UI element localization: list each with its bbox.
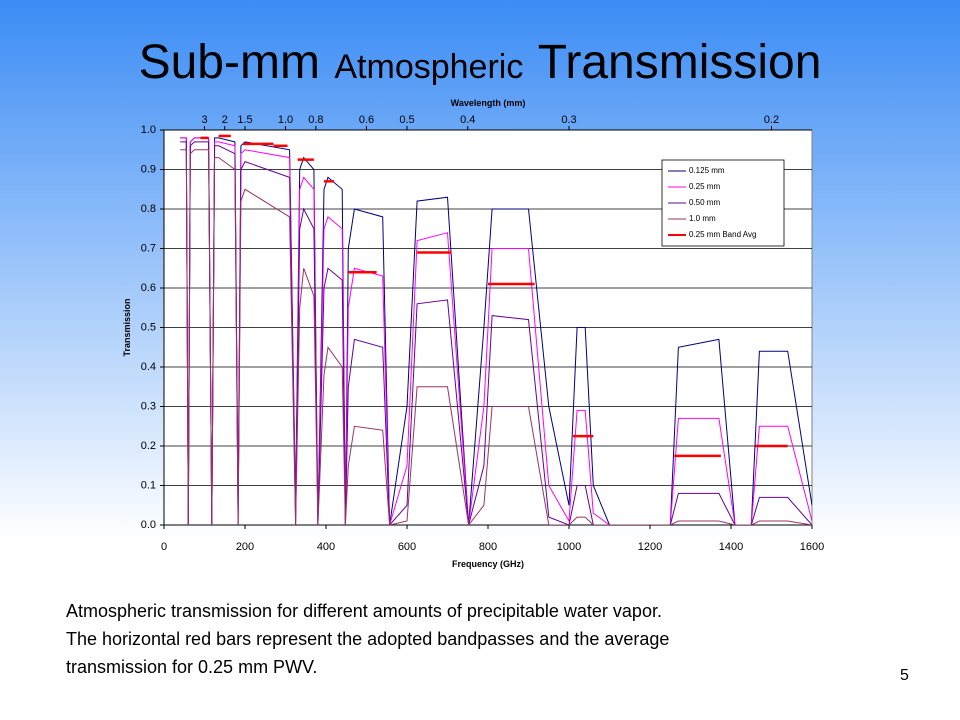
title-part: Atmospheric (334, 48, 523, 86)
x-axis-label: Frequency (GHz) (452, 559, 524, 569)
x2-tick-label: 2 (222, 114, 228, 126)
legend-label: 0.50 mm (689, 198, 720, 207)
y-axis-label: Transmission (122, 298, 132, 356)
y-tick-label: 0.2 (141, 440, 156, 452)
x-tick-label: 600 (398, 541, 416, 553)
y-tick-label: 0.0 (141, 519, 156, 531)
x2-tick-label: 0.2 (764, 114, 779, 126)
x2-tick-label: 1.0 (278, 114, 293, 126)
x2-tick-label: 1.5 (237, 114, 252, 126)
x-tick-label: 0 (161, 541, 167, 553)
x-tick-label: 800 (479, 541, 497, 553)
series-line (180, 137, 812, 525)
x2-tick-label: 0.8 (308, 114, 323, 126)
y-tick-label: 0.6 (141, 282, 156, 294)
x-tick-label: 1000 (557, 541, 581, 553)
y-tick-label: 0.1 (141, 479, 156, 491)
caption-line: transmission for 0.25 mm PWV. (66, 657, 317, 677)
caption-line: Atmospheric transmission for different a… (66, 601, 662, 621)
x-tick-label: 400 (317, 541, 335, 553)
legend-label: 1.0 mm (689, 214, 716, 223)
y-tick-label: 0.5 (141, 321, 156, 333)
y-tick-label: 1.0 (141, 124, 156, 136)
x-tick-label: 1200 (638, 541, 662, 553)
x2-axis-label: Wavelength (mm) (451, 98, 526, 108)
x2-tick-label: 0.4 (460, 114, 475, 126)
title-part: Sub-mm (139, 36, 320, 89)
y-tick-label: 0.8 (141, 203, 156, 215)
plot-lines (180, 134, 812, 525)
y-tick-label: 0.3 (141, 400, 156, 412)
caption-line: The horizontal red bars represent the ad… (66, 629, 669, 649)
x-tick-label: 1400 (719, 541, 743, 553)
x2-tick-label: 0.5 (399, 114, 414, 126)
y-tick-label: 0.9 (141, 163, 156, 175)
series-line (180, 141, 812, 525)
legend-label: 0.25 mm (689, 182, 720, 191)
x-tick-label: 1600 (800, 541, 824, 553)
legend-label: 0.25 mm Band Avg (689, 230, 756, 239)
series-line (180, 149, 812, 525)
legend-label: 0.125 mm (689, 166, 725, 175)
series-line (180, 137, 812, 525)
slide-title: Sub-mm Atmospheric Transmission (139, 36, 822, 89)
page-number: 5 (900, 667, 909, 684)
x2-tick-label: 0.3 (561, 114, 576, 126)
y-tick-label: 0.4 (141, 361, 156, 373)
y-tick-label: 0.7 (141, 242, 156, 254)
legend: 0.125 mm 0.25 mm 0.50 mm 1.0 mm 0.25 mm Band… (661, 159, 785, 247)
title-part: Transmission (538, 36, 822, 89)
x2-tick-label: 0.6 (359, 114, 374, 126)
x2-tick-label: 3 (201, 114, 207, 126)
chart: 0.0 0.1 0.2 0.3 0.4 0.5 0.6 0.7 0.8 0.9 1.0 0 200 400… (122, 98, 824, 569)
x-tick-label: 200 (236, 541, 254, 553)
